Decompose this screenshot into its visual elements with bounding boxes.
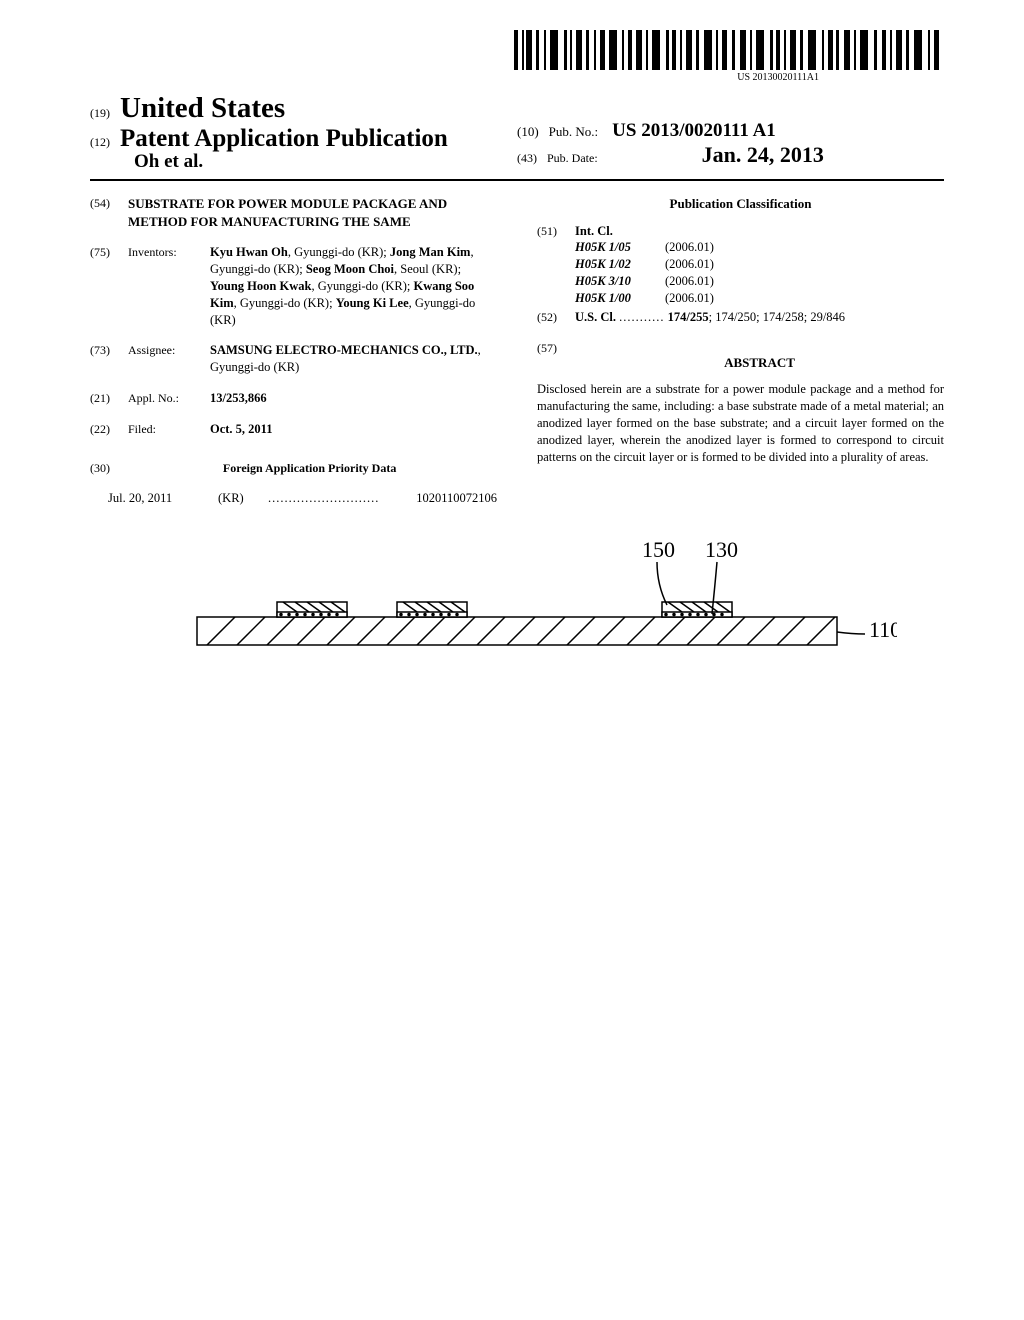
- uscl-rest: ; 174/250; 174/258; 29/846: [709, 310, 845, 324]
- intcl-code: H05K 1/05: [575, 239, 665, 256]
- inventor-name: Jong Man Kim: [390, 245, 471, 259]
- code-51: (51): [537, 223, 575, 307]
- country-title: United States: [120, 92, 285, 124]
- code-30: (30): [90, 460, 128, 476]
- intcl-code: H05K 1/02: [575, 256, 665, 273]
- code-73: (73): [90, 342, 128, 376]
- filed-date: Oct. 5, 2011: [210, 422, 273, 436]
- publication-title: Patent Application Publication: [120, 125, 448, 152]
- code-43: (43): [517, 151, 537, 165]
- dotfill: [268, 490, 288, 507]
- header: (19) United States (12) Patent Applicati…: [90, 92, 944, 173]
- uscl-label: U.S. Cl.: [575, 310, 616, 324]
- intcl-label: Int. Cl.: [575, 224, 613, 238]
- inventors-list: Kyu Hwan Oh, Gyunggi-do (KR); Jong Man K…: [210, 244, 497, 328]
- barcode-image: [514, 30, 944, 70]
- main-content: (54) SUBSTRATE FOR POWER MODULE PACKAGE …: [90, 195, 944, 507]
- inventor-loc: , Gyunggi-do (KR);: [234, 296, 336, 310]
- code-10: (10): [517, 124, 539, 139]
- intcl-year: (2006.01): [665, 256, 944, 273]
- barcode-region: US 20130020111A1: [90, 30, 944, 88]
- abstract-body: Disclosed herein are a substrate for a p…: [537, 381, 944, 465]
- inventor-name: Young Ki Lee: [336, 296, 409, 310]
- foreign-date: Jul. 20, 2011: [108, 490, 218, 507]
- inventor-loc: , Gyunggi-do (KR);: [311, 279, 413, 293]
- filed-label: Filed:: [128, 421, 210, 438]
- intcl-year: (2006.01): [665, 239, 944, 256]
- pubno-label: Pub. No.:: [549, 124, 598, 139]
- intcl-year: (2006.01): [665, 273, 944, 290]
- barcode-number: US 20130020111A1: [737, 72, 819, 83]
- inventor-loc: , Gyunggi-do (KR);: [288, 245, 390, 259]
- code-75: (75): [90, 244, 128, 328]
- inventors-label: Inventors:: [128, 244, 210, 328]
- inventor-name: Kyu Hwan Oh: [210, 245, 288, 259]
- intcl-code: H05K 1/00: [575, 290, 665, 307]
- assignee-name: SAMSUNG ELECTRO-MECHANICS CO., LTD.: [210, 343, 478, 357]
- authors: Oh et al.: [134, 151, 517, 173]
- intcl-code: H05K 3/10: [575, 273, 665, 290]
- abstract-heading: ABSTRACT: [575, 354, 944, 372]
- assignee-body: SAMSUNG ELECTRO-MECHANICS CO., LTD., Gyu…: [210, 342, 497, 376]
- foreign-number: 1020110072106: [288, 490, 497, 507]
- foreign-heading: Foreign Application Priority Data: [131, 460, 488, 476]
- intcl-year: (2006.01): [665, 290, 944, 307]
- fig-label-130: 130: [705, 537, 738, 562]
- invention-title: SUBSTRATE FOR POWER MODULE PACKAGE AND M…: [128, 195, 497, 230]
- figure-area: 150 130 110: [90, 537, 944, 672]
- fig-label-150: 150: [642, 537, 675, 562]
- classification-heading: Publication Classification: [537, 195, 944, 213]
- figure-diagram: 150 130 110: [137, 537, 897, 667]
- separator: [90, 179, 944, 181]
- code-21: (21): [90, 390, 128, 407]
- uscl-bold: 174/255: [668, 310, 709, 324]
- code-54: (54): [90, 195, 128, 230]
- right-column: Publication Classification (51) Int. Cl.…: [537, 195, 944, 507]
- code-19: (19): [90, 106, 110, 120]
- code-22: (22): [90, 421, 128, 438]
- left-column: (54) SUBSTRATE FOR POWER MODULE PACKAGE …: [90, 195, 497, 507]
- pubdate-value: Jan. 24, 2013: [702, 142, 824, 167]
- pubdate-label: Pub. Date:: [547, 151, 598, 165]
- code-57: (57): [537, 340, 575, 382]
- inventor-name: Young Hoon Kwak: [210, 279, 311, 293]
- applno: 13/253,866: [210, 391, 267, 405]
- inventor-name: Seog Moon Choi: [306, 262, 394, 276]
- inventor-loc: , Seoul (KR);: [394, 262, 461, 276]
- fig-label-110: 110: [869, 617, 897, 642]
- applno-label: Appl. No.:: [128, 390, 210, 407]
- foreign-country: (KR): [218, 490, 268, 507]
- code-12: (12): [90, 135, 110, 149]
- assignee-label: Assignee:: [128, 342, 210, 376]
- code-52: (52): [537, 309, 575, 326]
- dotfill: [619, 310, 664, 324]
- pubno-value: US 2013/0020111 A1: [612, 120, 776, 141]
